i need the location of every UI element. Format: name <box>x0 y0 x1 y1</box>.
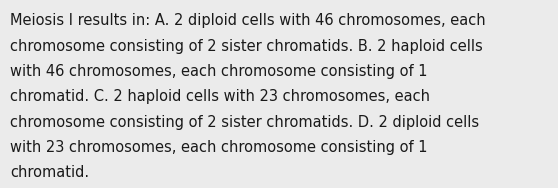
Text: with 46 chromosomes, each chromosome consisting of 1: with 46 chromosomes, each chromosome con… <box>10 64 427 79</box>
Text: chromosome consisting of 2 sister chromatids. D. 2 diploid cells: chromosome consisting of 2 sister chroma… <box>10 115 479 130</box>
Text: chromatid. C. 2 haploid cells with 23 chromosomes, each: chromatid. C. 2 haploid cells with 23 ch… <box>10 89 430 104</box>
Text: Meiosis I results in: A. 2 diploid cells with 46 chromosomes, each: Meiosis I results in: A. 2 diploid cells… <box>10 13 485 28</box>
Text: with 23 chromosomes, each chromosome consisting of 1: with 23 chromosomes, each chromosome con… <box>10 140 427 155</box>
Text: chromatid.: chromatid. <box>10 165 89 180</box>
Text: chromosome consisting of 2 sister chromatids. B. 2 haploid cells: chromosome consisting of 2 sister chroma… <box>10 39 483 54</box>
